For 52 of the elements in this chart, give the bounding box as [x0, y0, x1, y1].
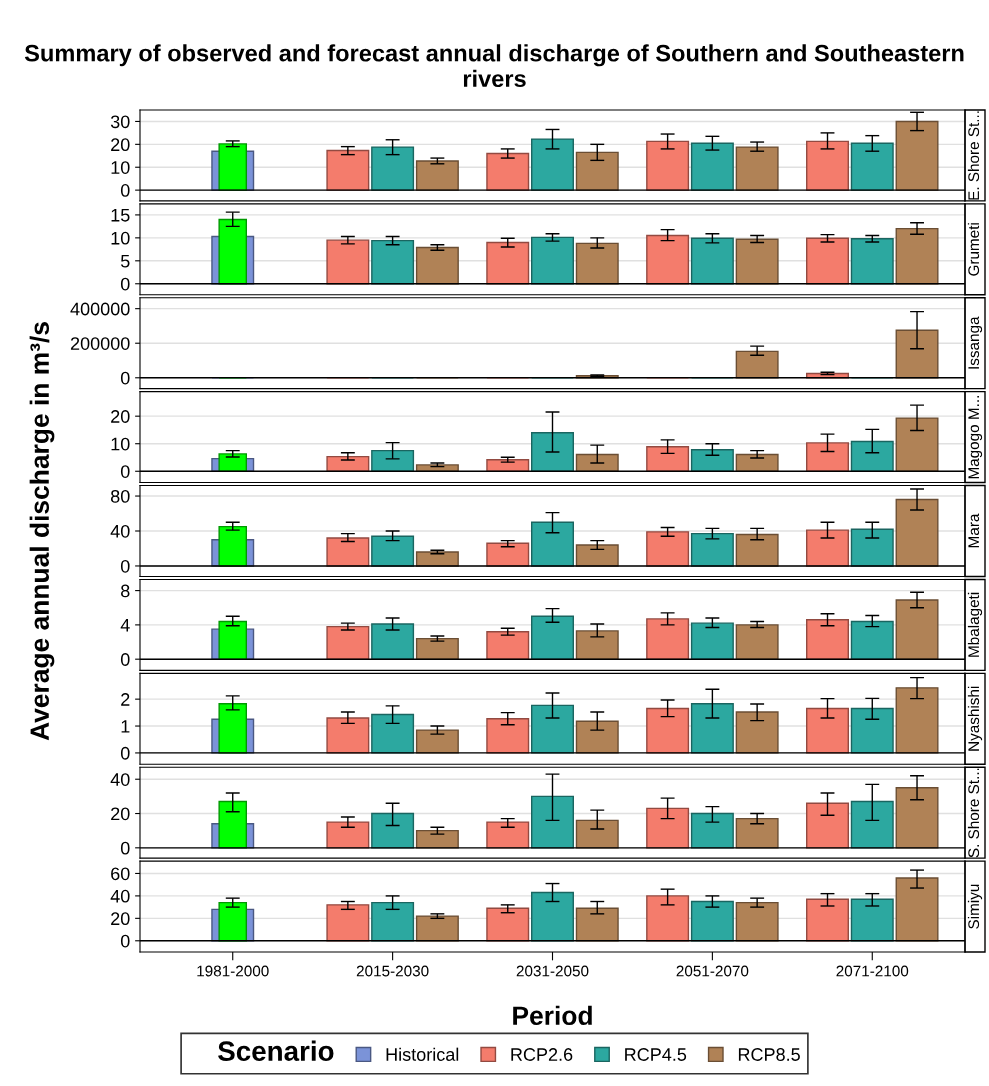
y-tick-label: 10: [111, 231, 130, 245]
y2-axis-title: Issanga: [968, 316, 983, 369]
legend-label: RCP8.5: [738, 1048, 800, 1061]
y-tick-label: 5: [120, 254, 130, 268]
y-tick-label: 400000: [70, 302, 130, 316]
y-tick-label: 40: [110, 773, 130, 786]
y2-axis-title: Mbalageti: [967, 592, 983, 657]
y2-axis-title: Mara: [968, 513, 980, 548]
y-tick-label: 20: [111, 912, 130, 926]
y-tick-label: 1: [121, 720, 130, 733]
y-tick-label: 20: [111, 410, 130, 423]
legend-title: Scenario: [218, 1040, 334, 1061]
y-tick-label: 40: [110, 889, 130, 903]
y-tick-label: 80: [110, 489, 130, 503]
y2-axis-title: E. Shore St...: [967, 111, 980, 200]
y-tick-label: 0: [120, 465, 130, 478]
y2-axis-title: Nyashishi: [967, 686, 983, 751]
y2-axis-title: Simiyu: [967, 884, 983, 929]
y-tick-label: 4: [120, 619, 130, 632]
x-tick-label: 1981-2000: [197, 965, 269, 977]
y-tick-label: 30: [110, 115, 130, 129]
x-tick-label: 2051-2070: [676, 965, 749, 977]
y2-axis-title: S. Shore St...: [967, 768, 980, 858]
x-tick-label: 2031-2050: [516, 965, 589, 977]
y2-axis-title: Magogo M...: [968, 396, 983, 479]
y2-axis-title: Grumeti: [967, 223, 980, 276]
y-tick-label: 0: [120, 934, 130, 948]
y-tick-label: 20: [111, 807, 130, 821]
chart-title: Summary of observed and forecast annual discharge of Southern and Southeastern rivers: [24, 44, 964, 88]
y-tick-label: 60: [111, 867, 130, 881]
y-tick-label: 8: [121, 584, 130, 598]
y-tick-label: 0: [120, 746, 130, 760]
legend-label: RCP4.5: [625, 1048, 687, 1061]
y-tick-label: 0: [120, 277, 130, 291]
y-tick-label: 0: [120, 184, 130, 197]
y-axis-title: Average annual discharge in m³/s: [29, 322, 55, 741]
y-tick-label: 15: [111, 209, 130, 222]
x-axis-title: Period: [513, 1005, 592, 1026]
y-tick-label: 10: [111, 161, 130, 174]
y-tick-label: 0: [120, 371, 130, 385]
y-tick-label: 0: [120, 653, 130, 666]
y-tick-label: 40: [110, 524, 130, 538]
y-tick-label: 0: [120, 559, 130, 573]
y-tick-label: 10: [111, 437, 130, 451]
y-tick-label: 20: [111, 138, 130, 152]
y-tick-label: 0: [120, 841, 130, 855]
x-tick-label: 2015-2030: [356, 965, 429, 977]
legend-label: Historical: [386, 1047, 459, 1061]
x-tick-label: 2071-2100: [836, 965, 909, 977]
y-tick-label: 2: [121, 693, 130, 706]
legend-label: RCP2.6: [511, 1048, 573, 1061]
y-tick-label: 200000: [70, 337, 130, 350]
